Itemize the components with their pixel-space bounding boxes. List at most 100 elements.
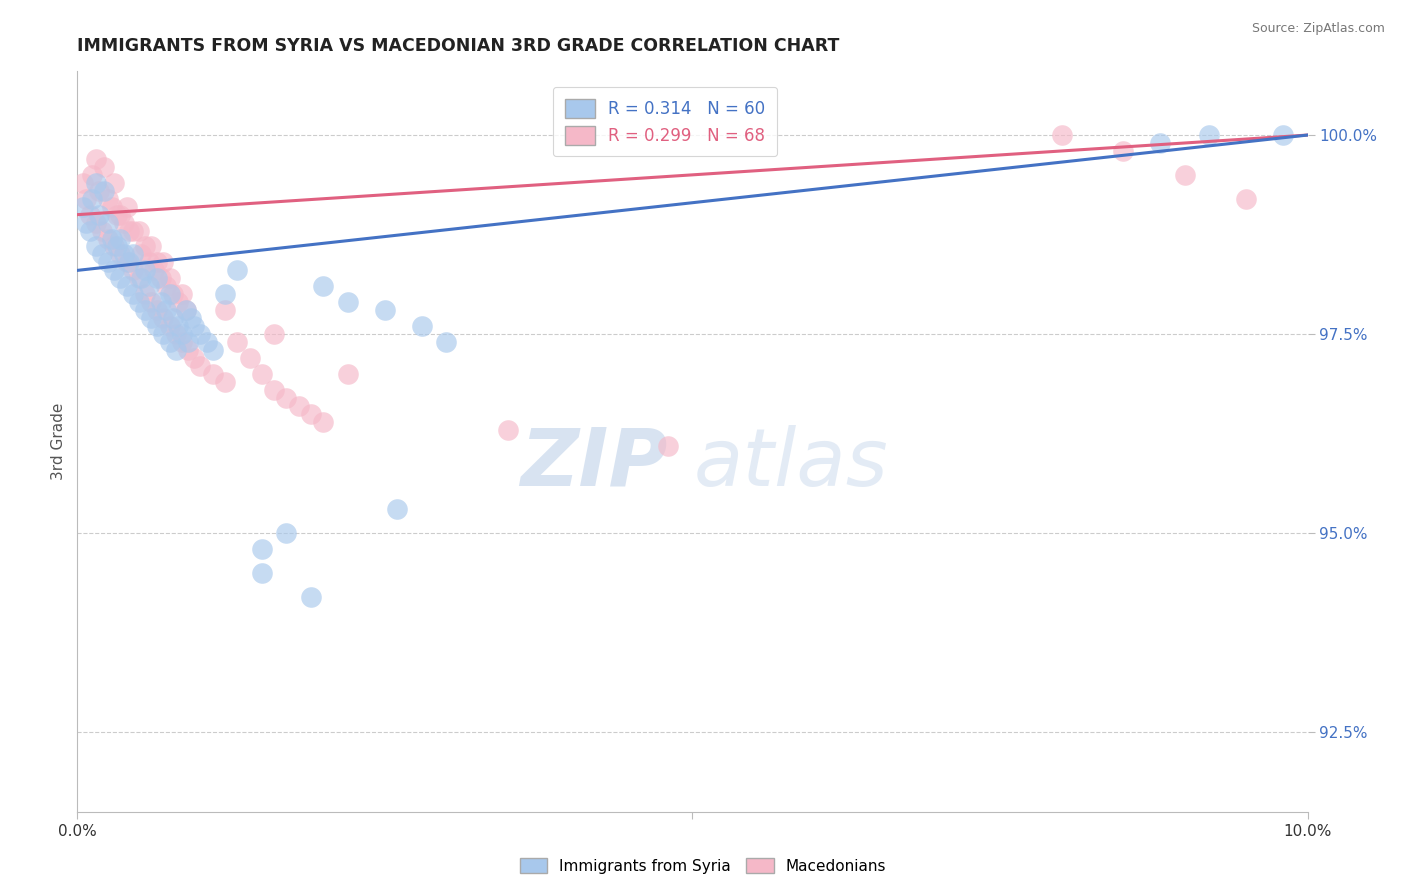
Point bbox=[121, 223, 143, 237]
Point bbox=[110, 231, 132, 245]
Point bbox=[118, 255, 141, 269]
Point bbox=[142, 263, 165, 277]
Point bbox=[159, 271, 181, 285]
Point bbox=[115, 279, 138, 293]
Point bbox=[183, 351, 205, 365]
Point bbox=[177, 343, 200, 357]
Point bbox=[141, 295, 163, 310]
Legend: R = 0.314   N = 60, R = 0.299   N = 68: R = 0.314 N = 60, R = 0.299 N = 68 bbox=[553, 87, 778, 156]
Point bbox=[115, 255, 138, 269]
Point bbox=[110, 208, 132, 222]
Point bbox=[170, 334, 193, 349]
Y-axis label: 3rd Grade: 3rd Grade bbox=[51, 403, 66, 480]
Point bbox=[195, 334, 218, 349]
Point bbox=[128, 295, 150, 310]
Point bbox=[146, 271, 169, 285]
Point bbox=[152, 311, 174, 326]
Point bbox=[1112, 144, 1135, 158]
Point bbox=[75, 192, 97, 206]
Point bbox=[177, 334, 200, 349]
Point bbox=[1149, 136, 1171, 150]
Point bbox=[496, 423, 519, 437]
Point bbox=[110, 271, 132, 285]
Point bbox=[79, 223, 101, 237]
Point bbox=[146, 319, 169, 334]
Point bbox=[214, 287, 236, 301]
Point bbox=[201, 367, 224, 381]
Text: Source: ZipAtlas.com: Source: ZipAtlas.com bbox=[1251, 22, 1385, 36]
Point bbox=[657, 438, 679, 452]
Point bbox=[150, 295, 173, 310]
Point bbox=[84, 239, 107, 253]
Point bbox=[167, 295, 190, 310]
Point bbox=[97, 231, 120, 245]
Point bbox=[121, 263, 143, 277]
Point bbox=[165, 327, 187, 342]
Point bbox=[128, 271, 150, 285]
Point bbox=[226, 263, 249, 277]
Point bbox=[1272, 128, 1295, 142]
Point bbox=[159, 319, 181, 334]
Point bbox=[93, 184, 115, 198]
Point bbox=[411, 319, 433, 334]
Point bbox=[180, 311, 202, 326]
Point bbox=[110, 247, 132, 261]
Point bbox=[1174, 168, 1197, 182]
Point bbox=[387, 502, 409, 516]
Point bbox=[90, 247, 114, 261]
Point bbox=[214, 303, 236, 318]
Point bbox=[93, 160, 115, 174]
Point bbox=[1050, 128, 1073, 142]
Point bbox=[118, 223, 141, 237]
Point bbox=[276, 526, 298, 541]
Point bbox=[263, 327, 285, 342]
Point bbox=[79, 208, 101, 222]
Point bbox=[134, 287, 156, 301]
Point bbox=[131, 271, 153, 285]
Point bbox=[105, 239, 128, 253]
Point bbox=[250, 367, 273, 381]
Point bbox=[159, 287, 181, 301]
Point bbox=[299, 407, 322, 421]
Point bbox=[141, 311, 163, 326]
Point bbox=[150, 271, 173, 285]
Point bbox=[112, 247, 135, 261]
Point bbox=[103, 239, 125, 253]
Point bbox=[155, 279, 177, 293]
Point bbox=[183, 319, 205, 334]
Point bbox=[115, 200, 138, 214]
Point bbox=[239, 351, 262, 365]
Point bbox=[82, 168, 104, 182]
Point bbox=[152, 255, 174, 269]
Point bbox=[436, 334, 458, 349]
Point bbox=[250, 566, 273, 580]
Point bbox=[337, 367, 360, 381]
Point bbox=[138, 279, 160, 293]
Point bbox=[84, 176, 107, 190]
Text: ZIP: ZIP bbox=[520, 425, 668, 503]
Point bbox=[105, 208, 128, 222]
Point bbox=[97, 192, 120, 206]
Text: IMMIGRANTS FROM SYRIA VS MACEDONIAN 3RD GRADE CORRELATION CHART: IMMIGRANTS FROM SYRIA VS MACEDONIAN 3RD … bbox=[77, 37, 839, 54]
Point bbox=[146, 303, 169, 318]
Point bbox=[103, 263, 125, 277]
Point bbox=[121, 287, 143, 301]
Point bbox=[214, 375, 236, 389]
Point bbox=[82, 192, 104, 206]
Point bbox=[159, 334, 181, 349]
Point bbox=[112, 216, 135, 230]
Point bbox=[374, 303, 396, 318]
Point bbox=[89, 184, 111, 198]
Point bbox=[101, 200, 124, 214]
Point bbox=[1198, 128, 1220, 142]
Point bbox=[84, 152, 107, 166]
Point bbox=[89, 208, 111, 222]
Point bbox=[155, 303, 177, 318]
Point bbox=[288, 399, 311, 413]
Point bbox=[134, 239, 156, 253]
Point bbox=[146, 255, 169, 269]
Point bbox=[1234, 192, 1257, 206]
Point bbox=[72, 200, 94, 214]
Text: atlas: atlas bbox=[693, 425, 889, 503]
Point bbox=[337, 295, 360, 310]
